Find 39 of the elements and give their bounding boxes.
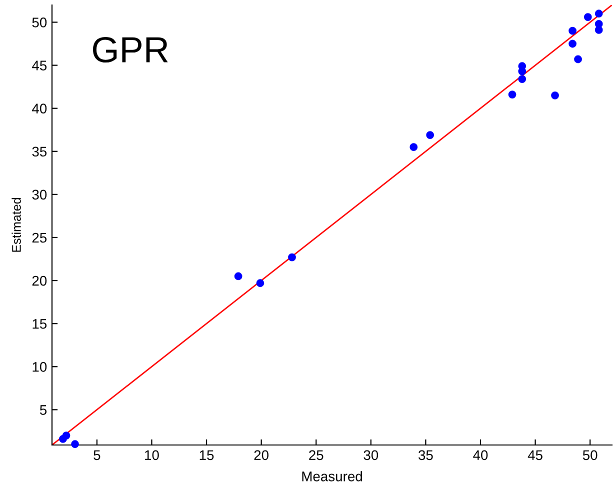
x-tick-label: 50 (582, 450, 598, 460)
point (71, 440, 79, 448)
x-tick-label: 5 (94, 450, 100, 460)
y-tick-label: 50 (32, 18, 47, 28)
point (508, 90, 516, 98)
x-tick-label: 10 (145, 450, 159, 460)
y-tick-label: 20 (32, 276, 47, 286)
point (62, 432, 70, 440)
y-tick-label: 25 (32, 232, 47, 243)
x-axis-title: Measured (302, 471, 362, 482)
point (410, 143, 418, 152)
y-tick-label: 30 (32, 190, 47, 200)
y-axis-title: Estimated (12, 198, 21, 252)
y-tick-label: 10 (32, 362, 47, 372)
x-tick-label: 40 (473, 450, 488, 460)
x-tick-label: 45 (528, 450, 542, 460)
y-tick-label: 15 (32, 319, 47, 329)
point (574, 55, 582, 64)
point (594, 10, 603, 18)
y-tick-label: 45 (32, 60, 47, 70)
y-tick-label: 5 (40, 405, 47, 415)
point (256, 279, 264, 288)
point (568, 40, 576, 48)
x-tick-label: 25 (309, 450, 324, 460)
x-tick-label: 20 (254, 450, 268, 460)
point (568, 26, 576, 35)
annotation: GPR (93, 36, 168, 63)
point (551, 91, 559, 100)
point (584, 13, 592, 22)
point (234, 272, 242, 280)
y-tick-label: 40 (32, 104, 47, 114)
x-tick-label: 15 (200, 450, 214, 460)
x-tick-label: 35 (418, 450, 433, 460)
x-tick-label: 30 (364, 450, 378, 460)
point (594, 26, 603, 34)
y-tick-label: 35 (32, 146, 47, 157)
point (426, 131, 434, 139)
point (288, 253, 296, 262)
point (518, 75, 526, 84)
